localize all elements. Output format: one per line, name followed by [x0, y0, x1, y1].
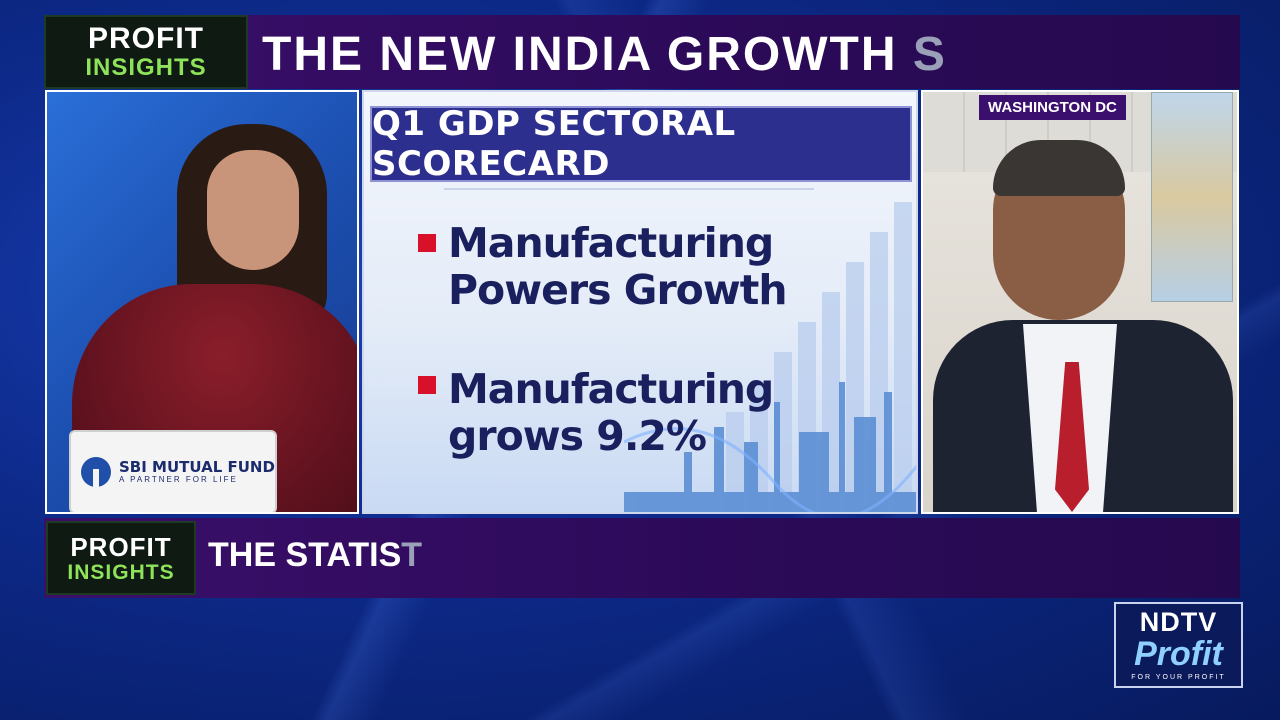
profit-insights-logo: PROFIT INSIGHTS — [44, 15, 248, 89]
point-1-line-1: Manufacturing — [448, 219, 774, 267]
point-2-line-2: grows 9.2% — [448, 412, 707, 460]
top-headline-text: THE NEW INDIA GROWTH — [262, 28, 898, 81]
logo-tagline: FOR YOUR PROFIT — [1131, 674, 1226, 681]
ndtv-profit-logo: NDTV Profit FOR YOUR PROFIT — [1114, 602, 1243, 688]
sponsor-card: SBI MUTUAL FUND A PARTNER FOR LIFE — [69, 430, 277, 512]
logo-line2: INSIGHTS — [85, 54, 207, 81]
title-divider — [444, 188, 814, 190]
industrial-skyline-graphic — [624, 202, 916, 512]
ticker-headline-text: THE STATIS — [208, 536, 402, 574]
logo-line2: INSIGHTS — [67, 560, 175, 584]
graphic-point-1: Manufacturing Powers Growth — [448, 219, 788, 314]
logo-line1: PROFIT — [70, 531, 172, 562]
logo-line1: PROFIT — [88, 22, 204, 55]
ticker-headline-tail: T — [401, 536, 423, 574]
point-1-line-2: Powers Growth — [448, 266, 788, 314]
sponsor-name: SBI MUTUAL FUND — [119, 458, 275, 477]
profit-insights-logo-small: PROFIT INSIGHTS — [46, 521, 196, 595]
ticker-headline: THE STATIST — [208, 536, 422, 575]
bullet-marker — [418, 376, 436, 394]
top-banner: PROFIT INSIGHTS THE NEW INDIA GROWTH S — [44, 15, 1240, 89]
logo-profit-text: Profit — [1134, 635, 1223, 673]
sbi-logo-icon — [81, 457, 111, 487]
guest-hair — [993, 140, 1125, 196]
anchor-video-panel: SBI MUTUAL FUND A PARTNER FOR LIFE — [45, 90, 359, 514]
graphic-panel: Q1 GDP SECTORAL SCORECARD Manufacturing … — [362, 90, 918, 514]
wall-map — [1151, 92, 1233, 302]
bullet-marker — [418, 234, 436, 252]
bottom-ticker: PROFIT INSIGHTS THE STATIST — [44, 518, 1240, 598]
top-headline: THE NEW INDIA GROWTH S — [262, 27, 947, 82]
location-tag: WASHINGTON DC — [979, 95, 1126, 120]
graphic-point-2: Manufacturing grows 9.2% — [448, 365, 774, 460]
top-headline-tail: S — [912, 28, 947, 81]
anchor-face — [207, 150, 299, 270]
logo-ndtv-text: NDTV — [1139, 607, 1218, 637]
graphic-title: Q1 GDP SECTORAL SCORECARD — [370, 104, 912, 184]
guest-video-panel: WASHINGTON DC — [921, 90, 1239, 514]
point-2-line-1: Manufacturing — [448, 365, 774, 413]
sponsor-tagline: A PARTNER FOR LIFE — [119, 474, 238, 484]
